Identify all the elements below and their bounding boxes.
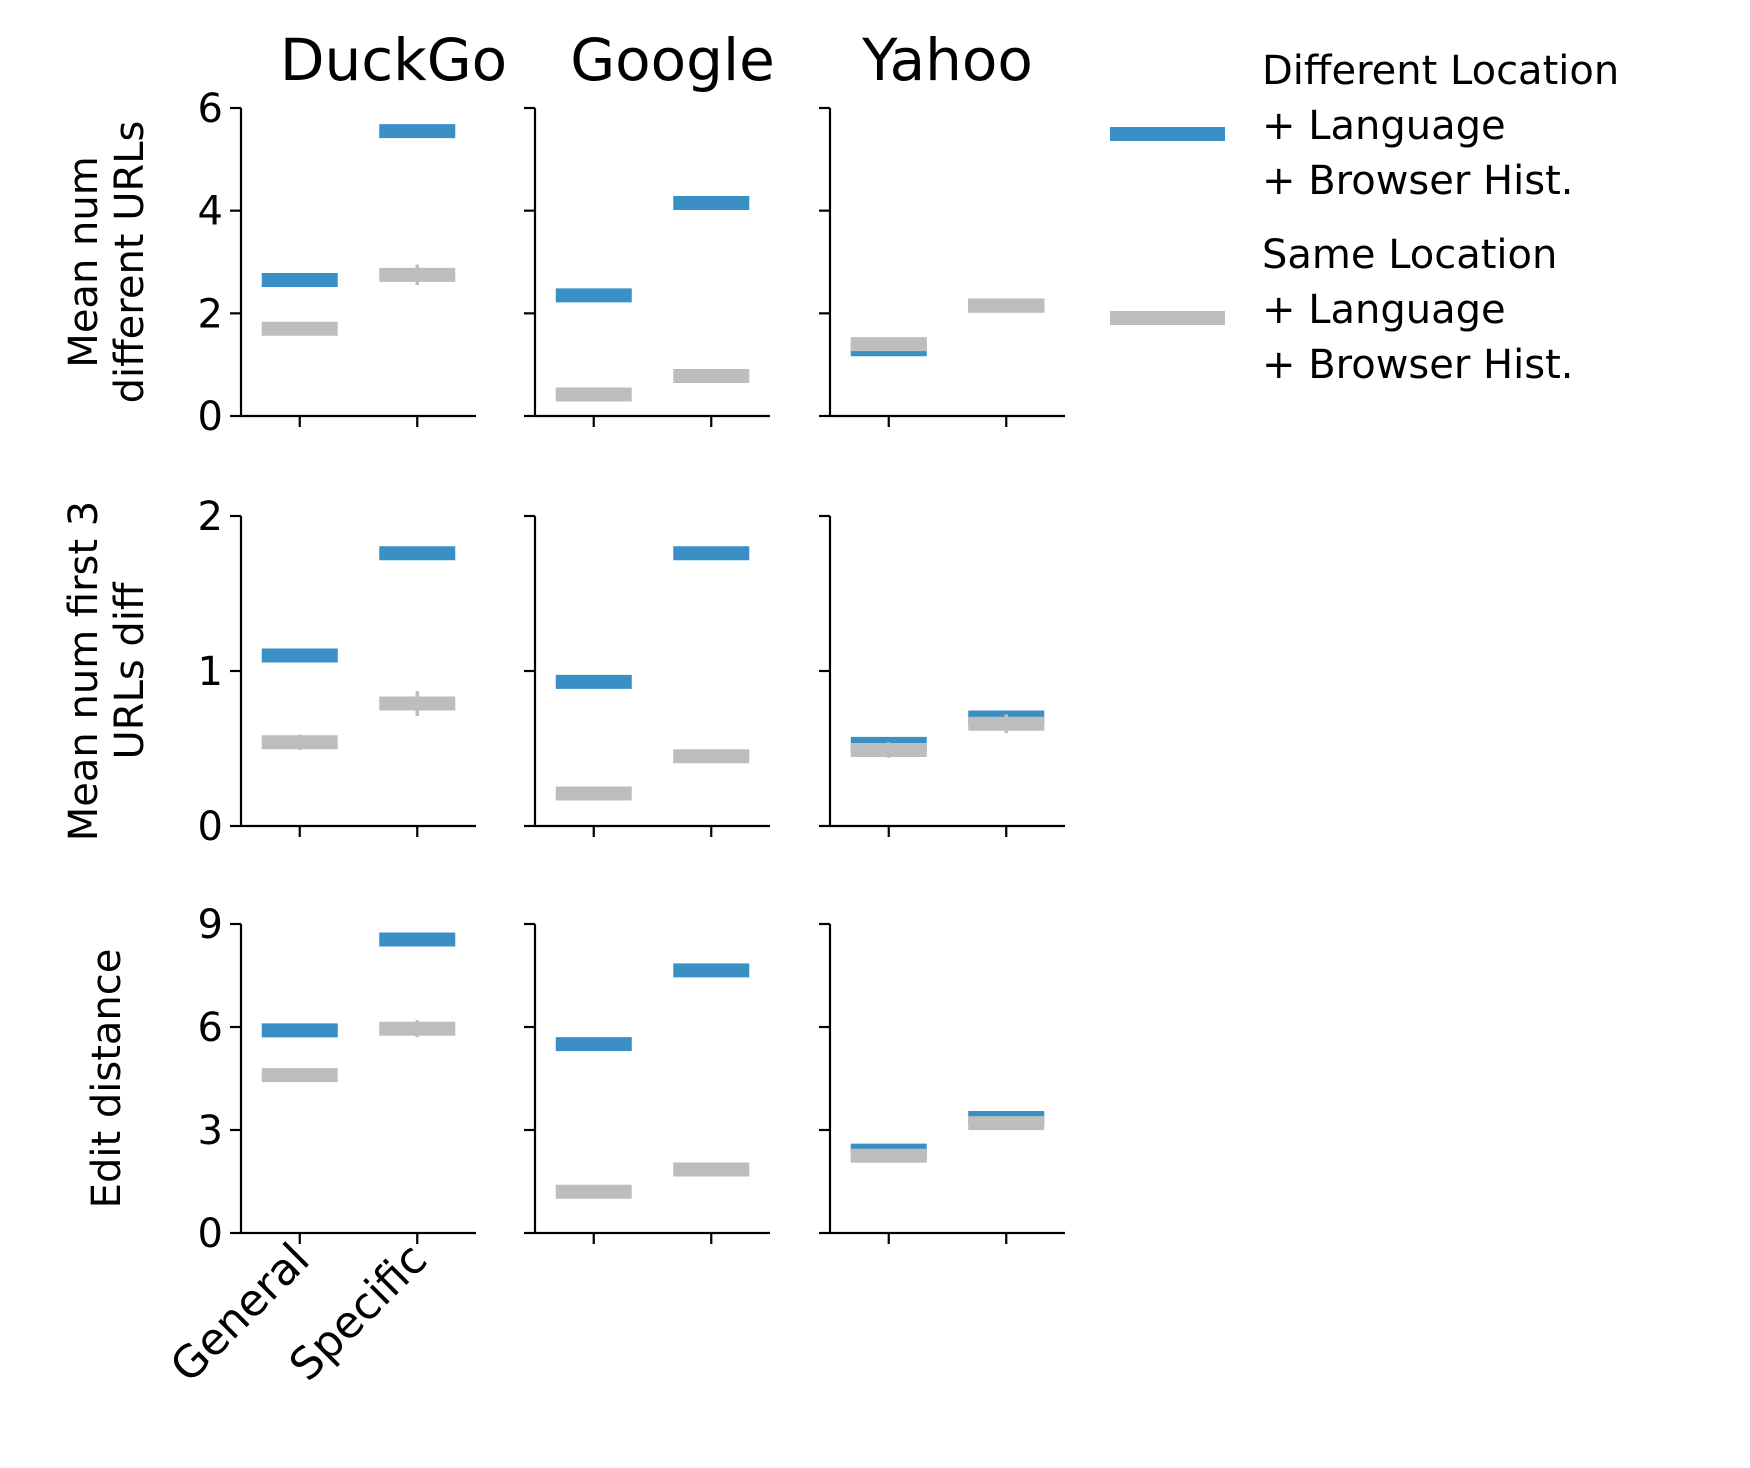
panel-google-row-2 — [524, 514, 770, 837]
y-axis-label-row-1: Mean numdifferent URLs — [61, 121, 153, 404]
column-title-yahoo: Yahoo — [861, 26, 1033, 94]
y-axis-label-line: different URLs — [107, 121, 153, 404]
panel-duckgo-row-1: 0 2 4 6 — [198, 86, 476, 440]
panel-yahoo-row-3 — [819, 922, 1065, 1244]
y-axis-label-line: Edit distance — [84, 949, 130, 1209]
y-tick-label: 0 — [198, 1211, 223, 1257]
y-tick-label: 1 — [198, 649, 223, 695]
legend-label-line: + Browser Hist. — [1262, 158, 1573, 204]
y-axis-label-row-3: Edit distance — [84, 949, 130, 1209]
y-tick-label: 4 — [198, 189, 223, 235]
panel-google-row-3 — [524, 922, 770, 1244]
legend-label-line: + Language — [1262, 103, 1506, 149]
y-tick-label: 6 — [198, 86, 223, 132]
y-axis-label-line: URLs diff — [107, 581, 153, 759]
y-axis-label-row-2: Mean num first 3URLs diff — [61, 501, 153, 841]
panel-yahoo-row-2 — [819, 514, 1065, 837]
legend-label-line: + Language — [1262, 287, 1506, 333]
legend-label-line: Different Location — [1262, 48, 1619, 94]
panel-google-row-1 — [524, 106, 770, 427]
legend-label-different-location: Different Location + Language + Browser Hi… — [1262, 48, 1619, 204]
y-tick-label: 2 — [198, 291, 223, 337]
panel-duckgo-row-3: 0 3 6 9 — [198, 902, 476, 1257]
y-tick-label: 3 — [198, 1108, 223, 1154]
column-title-google: Google — [570, 26, 775, 94]
legend-label-line: Same Location — [1262, 232, 1557, 278]
y-axis-label-line: Mean num first 3 — [61, 501, 107, 841]
y-tick-label: 2 — [198, 494, 223, 540]
y-tick-label: 9 — [198, 902, 223, 948]
y-tick-label: 0 — [198, 394, 223, 440]
column-title-duckgo: DuckGo — [280, 26, 507, 94]
y-tick-label: 6 — [198, 1005, 223, 1051]
legend-label-same-location: Same Location + Language + Browser Hist. — [1262, 232, 1573, 388]
panel-yahoo-row-1 — [819, 106, 1065, 427]
legend-label-line: + Browser Hist. — [1262, 342, 1573, 388]
y-tick-label: 0 — [198, 804, 223, 850]
y-axis-label-line: Mean num — [61, 156, 107, 367]
panel-duckgo-row-2: 0 1 2 — [198, 494, 476, 850]
